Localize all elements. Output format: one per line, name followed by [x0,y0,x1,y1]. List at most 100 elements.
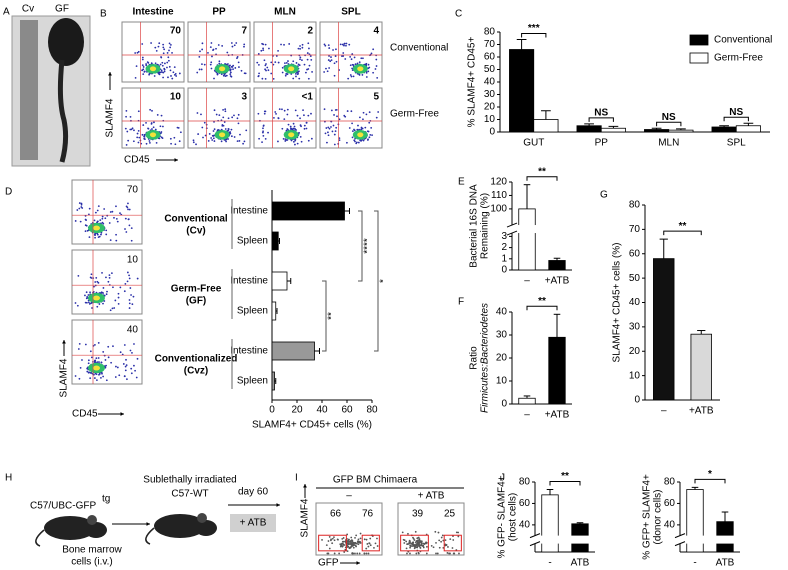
flow-event [405,540,408,543]
flow-event [230,135,233,138]
flow-event [163,70,166,73]
flow-event [277,117,280,119]
flow-event [418,538,421,540]
flow-event [274,111,277,113]
group-label: Conventionalized [155,354,238,365]
flow-event [112,345,114,348]
flow-event [324,44,327,47]
flow-density [219,132,226,138]
flow-event [306,52,309,54]
flow-event [105,276,107,279]
flow-event [334,55,337,57]
legend-swatch [689,34,709,46]
y-tick-label: 80 [664,477,676,488]
flow-event [240,69,243,72]
bar [271,271,288,291]
y-tick-label: 20 [496,353,508,364]
flow-event [232,68,234,71]
flow-event [96,361,99,364]
flow-event [153,121,155,124]
flow-event [416,541,419,544]
flow-event [160,56,163,59]
flow-event [352,542,355,545]
flow-event [91,307,93,309]
flow-event [457,531,460,534]
significance-bracket [322,280,327,352]
flow-event [257,53,260,55]
flow-event [142,73,145,76]
flow-event [110,272,113,275]
flow-event [107,280,110,283]
flow-event [301,46,304,49]
flow-event [275,55,278,57]
flow-event [352,75,355,78]
flow-event [128,224,131,227]
flow-event [331,537,334,540]
flow-event [200,68,203,71]
flow-event [357,543,360,546]
flow-event [351,130,354,133]
break-mark [506,230,518,236]
flow-event [153,75,156,77]
flow-event [125,115,127,118]
flow-density [357,132,364,138]
x-tick-label: +ATB [689,406,714,417]
flow-event [370,126,373,129]
significance-label: ** [538,296,546,307]
significance-bracket [663,230,702,236]
flow-event [86,370,89,373]
flow-event [352,552,355,555]
flow-event [354,536,356,539]
flow-event [78,377,81,380]
significance-label: **** [363,238,374,254]
flow-event [89,291,91,294]
flow-event [299,56,302,59]
flow-event [352,544,355,547]
flow-event [367,552,370,555]
flow-event [137,110,140,113]
flow-event [270,72,273,75]
flow-event [257,112,260,115]
flow-event [407,532,409,535]
flow-event [162,125,164,128]
flow-event [262,130,264,133]
flow-event [351,539,353,542]
x-axis-title: CD45 [72,409,98,420]
flow-event [306,58,309,61]
y-tick-label: 80 [484,27,496,38]
flow-event [339,545,342,548]
flow-event [357,538,360,541]
flow-event [200,113,202,116]
flow-event [227,128,230,130]
flow-event [353,129,356,132]
flow-event [89,371,92,374]
flow-event [257,75,260,77]
flow-event [356,62,359,65]
significance-label: NS [729,107,743,118]
flow-event [98,235,101,238]
flow-event [221,45,224,47]
flow-event [368,542,371,545]
x-tick-label: SPL [727,138,746,149]
flow-event [87,362,90,365]
flow-event [336,115,338,118]
flow-event [300,140,303,143]
flow-event [125,231,128,233]
flow-event [414,544,417,547]
flow-event [345,44,347,47]
flow-event [160,69,163,72]
time-label: day 60 [238,487,268,498]
flow-event [154,128,157,131]
flow-event [223,121,226,123]
x-tick-label: - [548,558,551,569]
flow-event [342,540,345,543]
flow-event [295,72,297,75]
flow-event [130,294,132,296]
panel-letter: E [458,177,465,188]
flow-event [224,128,227,130]
y-axis-title: SLAMF4 [300,498,311,537]
flow-event [215,47,217,50]
flow-event [327,126,330,129]
flow-event [280,43,282,46]
flow-event [281,66,284,69]
